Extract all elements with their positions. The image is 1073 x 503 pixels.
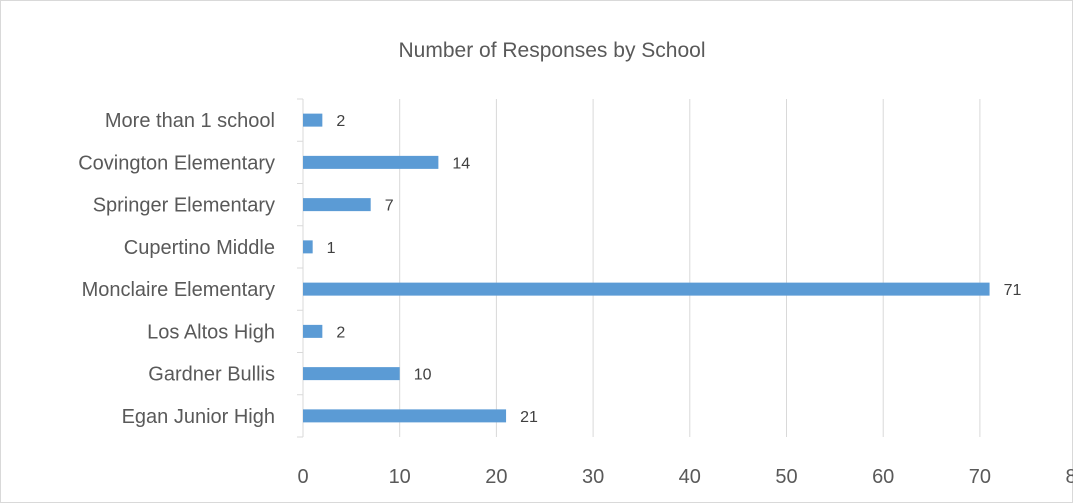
- x-tick-label: 60: [872, 466, 894, 488]
- category-label: Springer Elementary: [93, 195, 275, 217]
- data-label: 14: [452, 155, 470, 172]
- x-tick-label: 80: [1065, 466, 1073, 488]
- category-label: Gardner Bullis: [148, 364, 275, 386]
- x-tick-label: 30: [582, 466, 604, 488]
- x-tick-label: 70: [969, 466, 991, 488]
- category-label: Egan Junior High: [122, 406, 275, 428]
- category-label: Los Altos High: [147, 321, 275, 343]
- category-label: Monclaire Elementary: [82, 279, 275, 301]
- bar: [303, 155, 439, 169]
- data-label: 1: [327, 240, 336, 257]
- data-label: 21: [520, 409, 538, 426]
- x-tick-label: 20: [485, 466, 507, 488]
- data-label: 71: [1004, 282, 1022, 299]
- data-label: 7: [385, 198, 394, 215]
- x-tick-label: 50: [775, 466, 797, 488]
- data-label: 2: [336, 113, 345, 130]
- bar: [303, 240, 313, 254]
- data-label: 10: [414, 367, 432, 384]
- x-tick-label: 10: [389, 466, 411, 488]
- bars: [303, 113, 990, 423]
- chart-title: Number of Responses by School: [399, 39, 706, 62]
- bar: [303, 324, 323, 338]
- data-label: 2: [336, 324, 345, 341]
- x-tick-label: 0: [297, 466, 308, 488]
- category-label: More than 1 school: [105, 110, 275, 132]
- bar: [303, 198, 371, 212]
- x-tick-label: 40: [679, 466, 701, 488]
- category-labels: More than 1 school Covington Elementary Sp…: [78, 110, 275, 428]
- bar: [303, 113, 323, 127]
- bar: [303, 282, 990, 296]
- category-label: Covington Elementary: [78, 152, 275, 174]
- bar: [303, 409, 507, 423]
- category-label: Cupertino Middle: [124, 237, 275, 259]
- bar: [303, 367, 400, 381]
- tick-labels: 0 10 20 30 40 50 60 70 80: [297, 466, 1073, 488]
- gridlines: [297, 98, 981, 438]
